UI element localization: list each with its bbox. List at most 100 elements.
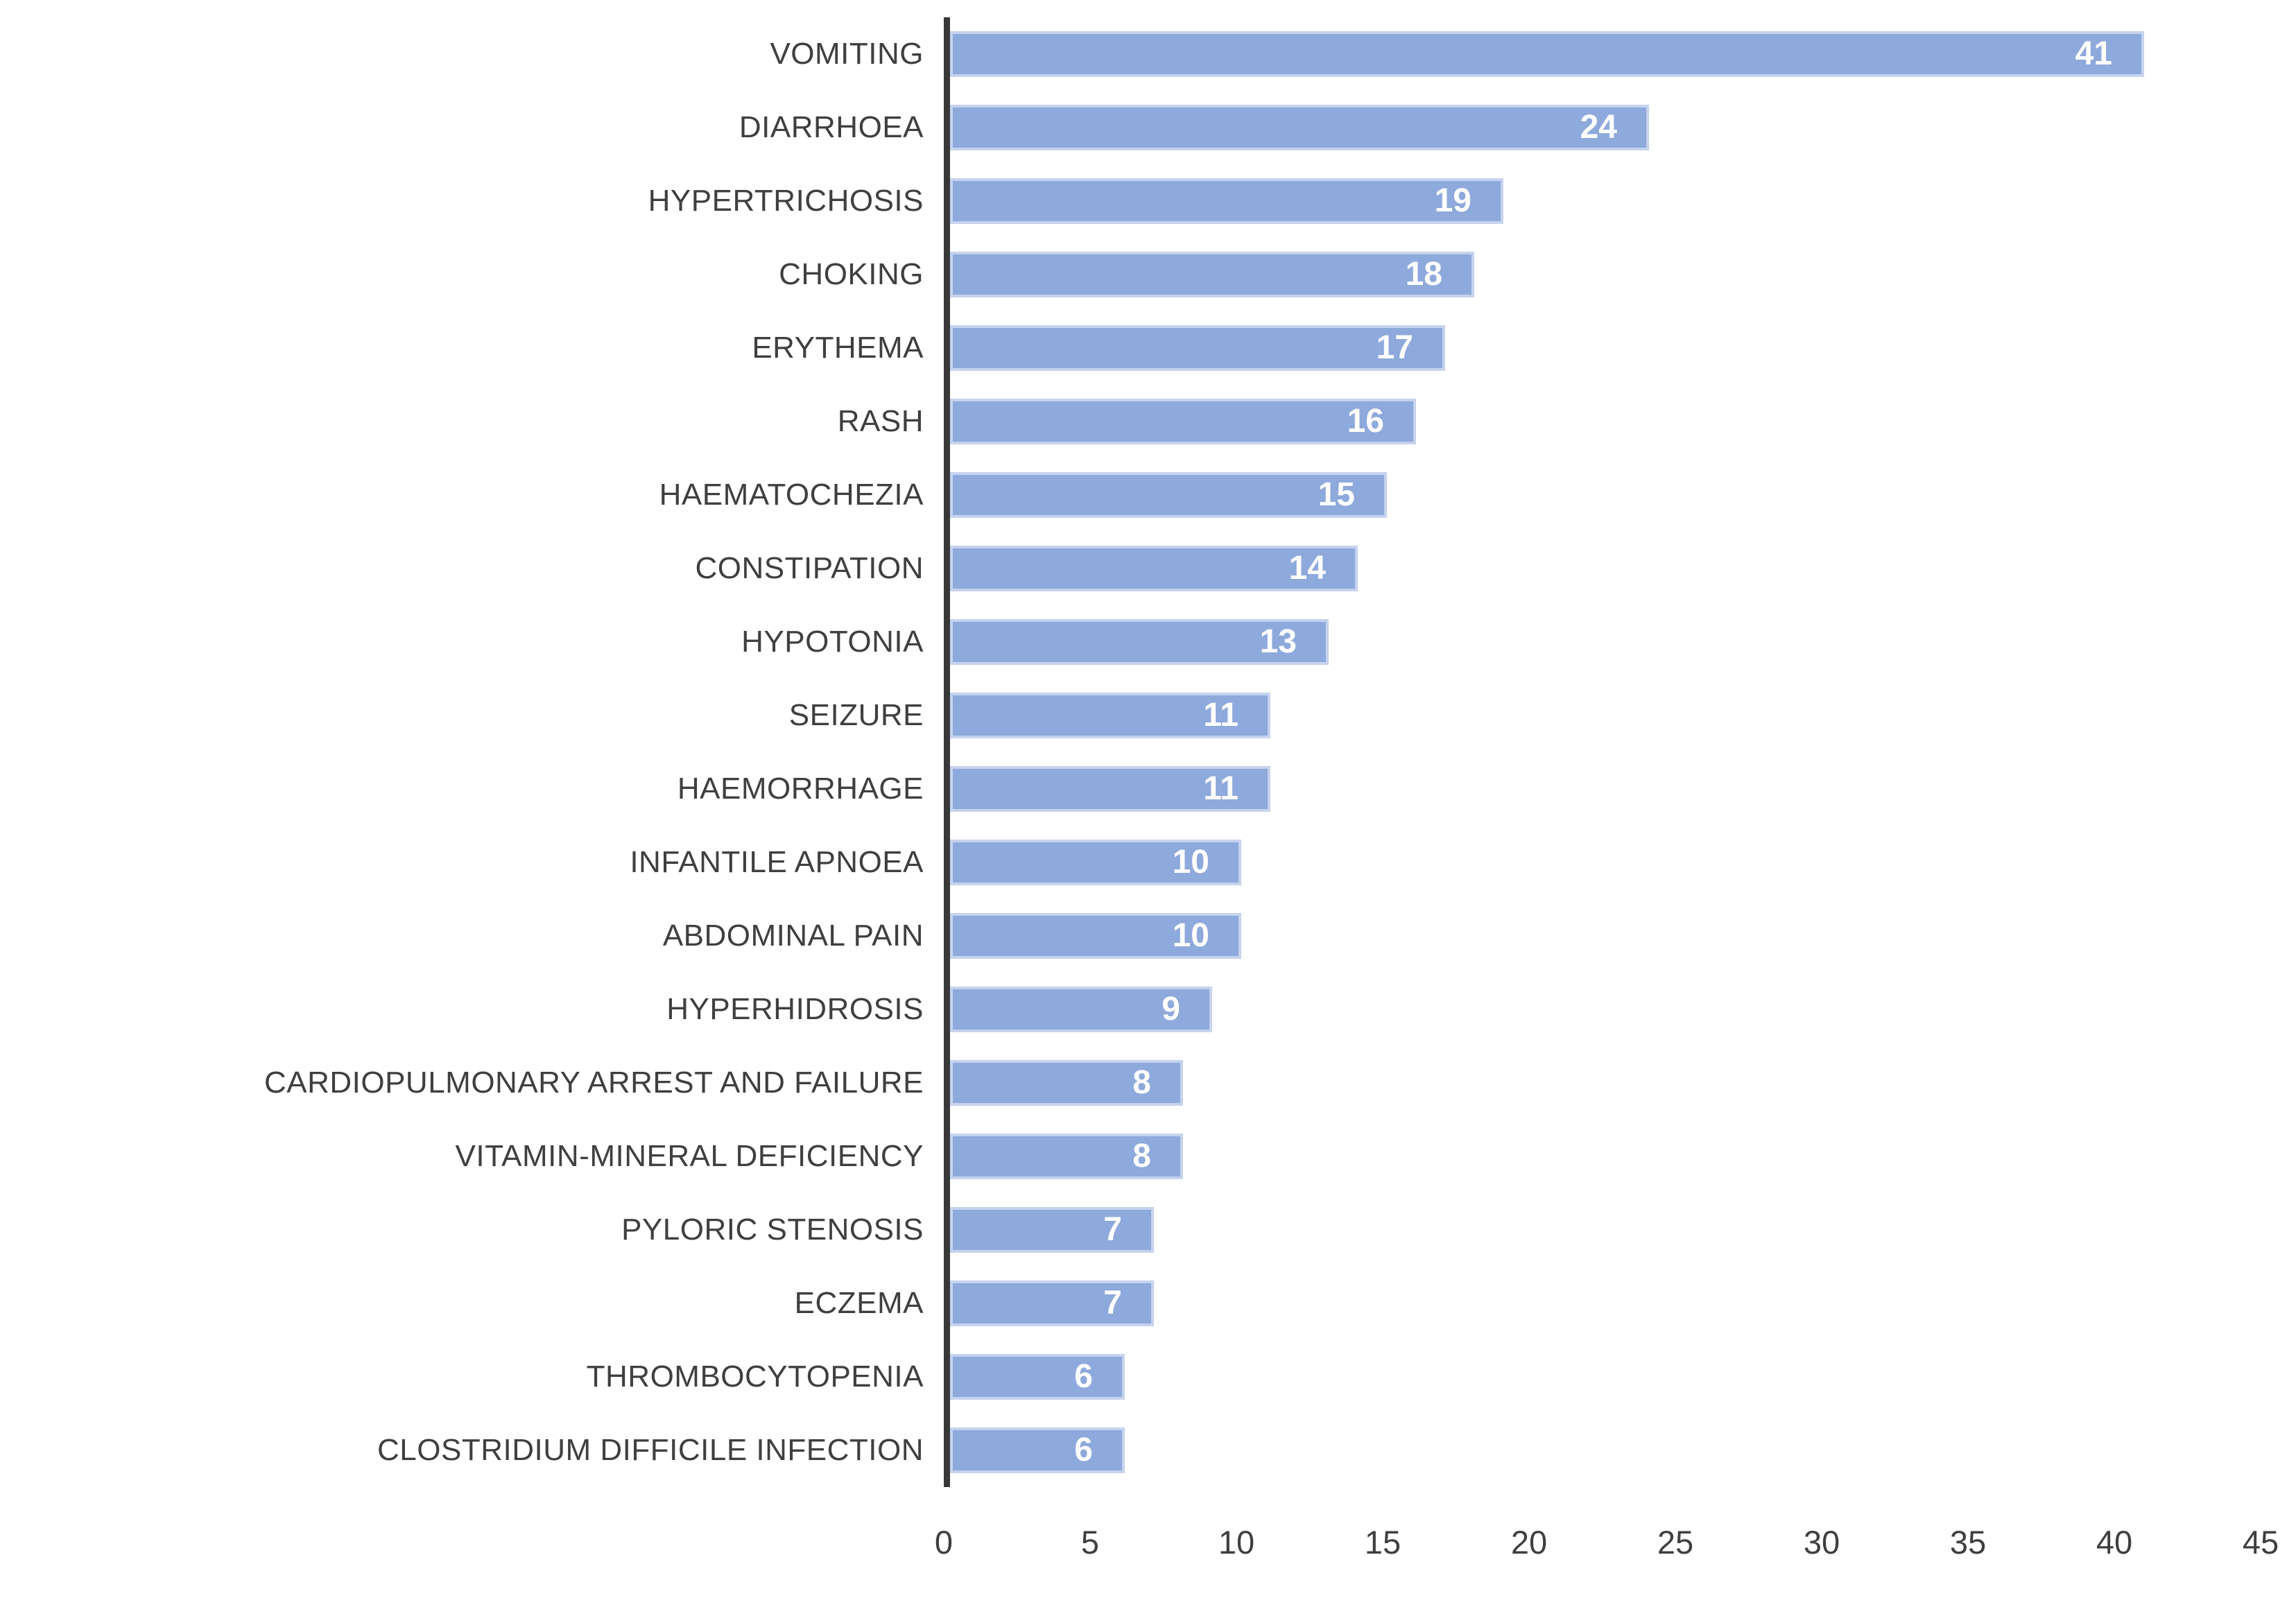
bar-area: 8 xyxy=(944,1120,2261,1193)
bar-area: 9 xyxy=(944,973,2261,1046)
category-label: ECZEMA xyxy=(794,1286,924,1320)
category-label: RASH xyxy=(837,404,924,438)
bar-area: 7 xyxy=(944,1267,2261,1340)
category-label: SEIZURE xyxy=(788,698,924,732)
category-label: HYPERTRICHOSIS xyxy=(648,184,924,218)
bar: 8 xyxy=(950,1134,1183,1179)
chart-rows: VOMITING 41 DIARRHOEA 24 HYPERTRICHOSIS … xyxy=(0,17,2296,1487)
bar-value-label: 9 xyxy=(1162,991,1180,1027)
bar: 17 xyxy=(950,325,1445,371)
bar: 11 xyxy=(950,693,1270,738)
bar-value-label: 7 xyxy=(1103,1211,1122,1248)
chart-row: HAEMATOCHEZIA 15 xyxy=(0,458,2296,532)
x-axis-tick-label: 40 xyxy=(2096,1524,2133,1561)
chart-row: CLOSTRIDIUM DIFFICILE INFECTION 6 xyxy=(0,1414,2296,1487)
bar-value-label: 11 xyxy=(1203,697,1238,733)
bar: 19 xyxy=(950,178,1503,224)
bar-area: 15 xyxy=(944,458,2261,532)
chart-row: VOMITING 41 xyxy=(0,17,2296,91)
chart-row: CHOKING 18 xyxy=(0,238,2296,311)
bar-value-label: 8 xyxy=(1132,1138,1151,1174)
x-axis-tick-label: 35 xyxy=(1949,1524,1987,1561)
category-label: PYLORIC STENOSIS xyxy=(621,1213,924,1247)
bar: 6 xyxy=(950,1427,1125,1473)
bar-value-label: 7 xyxy=(1103,1285,1122,1321)
bar: 18 xyxy=(950,252,1474,297)
bar-value-label: 8 xyxy=(1132,1064,1151,1101)
bar: 15 xyxy=(950,472,1387,518)
bar-value-label: 19 xyxy=(1434,182,1471,219)
chart-row: DIARRHOEA 24 xyxy=(0,91,2296,164)
category-label: HAEMORRHAGE xyxy=(677,772,924,806)
bar: 6 xyxy=(950,1354,1125,1400)
bar-value-label: 6 xyxy=(1074,1432,1093,1468)
chart-row: RASH 16 xyxy=(0,385,2296,458)
chart-row: INFANTILE APNOEA 10 xyxy=(0,826,2296,899)
chart-row: ABDOMINAL PAIN 10 xyxy=(0,899,2296,973)
bar-area: 10 xyxy=(944,899,2261,973)
bar: 10 xyxy=(950,840,1241,885)
category-label: CLOSTRIDIUM DIFFICILE INFECTION xyxy=(377,1433,924,1467)
bar-value-label: 13 xyxy=(1259,623,1297,660)
category-label: HAEMATOCHEZIA xyxy=(659,478,924,512)
category-label: ABDOMINAL PAIN xyxy=(662,919,924,953)
bar-value-label: 10 xyxy=(1172,844,1209,880)
bar: 16 xyxy=(950,399,1416,444)
chart-row: HYPOTONIA 13 xyxy=(0,605,2296,679)
bar: 10 xyxy=(950,913,1241,959)
category-label: VOMITING xyxy=(770,37,924,71)
bar-chart: VOMITING 41 DIARRHOEA 24 HYPERTRICHOSIS … xyxy=(0,17,2296,1586)
bar-area: 11 xyxy=(944,752,2261,826)
bar-area: 24 xyxy=(944,91,2261,164)
bar-value-label: 15 xyxy=(1318,476,1355,513)
category-label: CHOKING xyxy=(779,257,924,291)
category-label: ERYTHEMA xyxy=(752,331,924,365)
bar: 7 xyxy=(950,1280,1154,1326)
chart-row: CARDIOPULMONARY ARREST AND FAILURE 8 xyxy=(0,1046,2296,1120)
bar-area: 16 xyxy=(944,385,2261,458)
bar-value-label: 14 xyxy=(1288,550,1326,587)
bar: 14 xyxy=(950,546,1358,591)
x-axis-tick-label: 5 xyxy=(1080,1524,1100,1561)
bar: 7 xyxy=(950,1207,1154,1253)
chart-row: PYLORIC STENOSIS 7 xyxy=(0,1193,2296,1267)
bar-area: 17 xyxy=(944,311,2261,385)
x-axis-tick-label: 45 xyxy=(2242,1524,2279,1561)
bar-value-label: 41 xyxy=(2075,35,2112,72)
category-label: HYPOTONIA xyxy=(741,625,924,659)
chart-row: VITAMIN-MINERAL DEFICIENCY 8 xyxy=(0,1120,2296,1193)
chart-row: HYPERHIDROSIS 9 xyxy=(0,973,2296,1046)
bar-value-label: 17 xyxy=(1376,329,1413,366)
x-axis-tick-labels: 0 5 10 15 20 25 30 35 40 45 xyxy=(935,1523,2279,1586)
category-label: INFANTILE APNOEA xyxy=(630,845,924,879)
bar: 13 xyxy=(950,619,1329,665)
chart-row: THROMBOCYTOPENIA 6 xyxy=(0,1340,2296,1414)
bar-area: 8 xyxy=(944,1046,2261,1120)
category-label: DIARRHOEA xyxy=(739,110,924,144)
x-axis-tick-label: 30 xyxy=(1803,1524,1840,1561)
bar-area: 6 xyxy=(944,1414,2261,1487)
chart-row: CONSTIPATION 14 xyxy=(0,532,2296,605)
category-label: HYPERHIDROSIS xyxy=(666,992,924,1026)
x-axis-tick-label: 15 xyxy=(1364,1524,1401,1561)
bar-area: 10 xyxy=(944,826,2261,899)
x-axis-tick-label: 20 xyxy=(1510,1524,1548,1561)
x-axis-tick-label: 0 xyxy=(934,1524,953,1561)
chart-row: HAEMORRHAGE 11 xyxy=(0,752,2296,826)
bar-area: 18 xyxy=(944,238,2261,311)
bar-area: 6 xyxy=(944,1340,2261,1414)
bar-value-label: 18 xyxy=(1405,256,1442,293)
bar: 24 xyxy=(950,105,1649,150)
bar-area: 19 xyxy=(944,164,2261,238)
category-label: CARDIOPULMONARY ARREST AND FAILURE xyxy=(264,1066,924,1100)
category-label: CONSTIPATION xyxy=(695,551,924,585)
category-label: VITAMIN-MINERAL DEFICIENCY xyxy=(455,1139,924,1173)
bar-area: 14 xyxy=(944,532,2261,605)
bar-area: 41 xyxy=(944,17,2261,91)
bar: 11 xyxy=(950,766,1270,812)
bar: 9 xyxy=(950,987,1212,1032)
bar-value-label: 11 xyxy=(1203,770,1238,807)
bar-area: 13 xyxy=(944,605,2261,679)
chart-row: HYPERTRICHOSIS 19 xyxy=(0,164,2296,238)
